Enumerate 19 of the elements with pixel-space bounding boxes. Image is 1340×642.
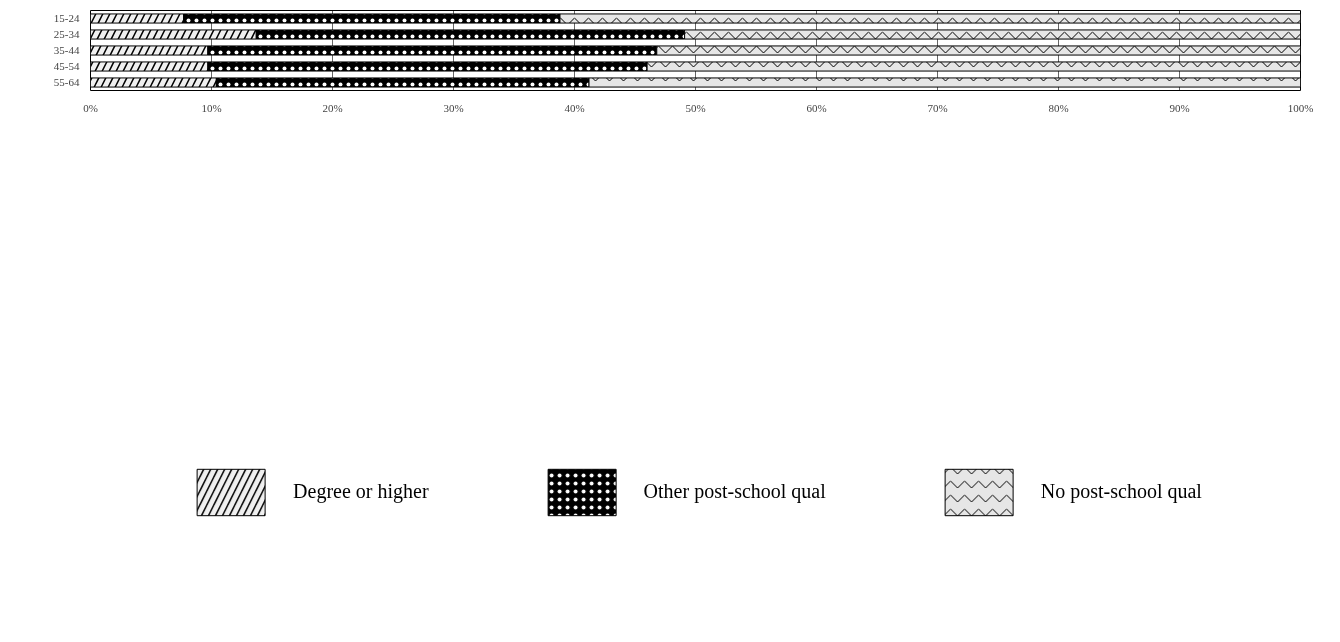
legend-label: Degree or higher [293, 479, 429, 505]
y-tick-label: 35-44 [53, 44, 80, 56]
y-tick-label: 25-34 [53, 28, 80, 40]
x-tick-label: 70% [927, 101, 948, 114]
x-tick-label: 30% [443, 101, 464, 114]
x-tick-label: 40% [564, 101, 585, 114]
y-tick-label: 15-24 [53, 12, 80, 24]
x-tick-label: 0% [83, 101, 98, 114]
x-tick-label: 90% [1169, 101, 1190, 114]
y-tick-label: 55-64 [53, 76, 80, 88]
x-tick-label: 80% [1048, 101, 1069, 114]
legend-label: Other post-school qual [643, 479, 826, 505]
x-tick-label: 50% [685, 101, 706, 114]
x-tick-label: 60% [806, 101, 827, 114]
x-tick-label: 100% [1287, 101, 1314, 114]
x-tick-label: 20% [322, 101, 343, 114]
x-tick-label: 10% [201, 101, 222, 114]
y-tick-label: 45-54 [53, 60, 80, 72]
legend-label: No post-school qual [1040, 479, 1202, 505]
